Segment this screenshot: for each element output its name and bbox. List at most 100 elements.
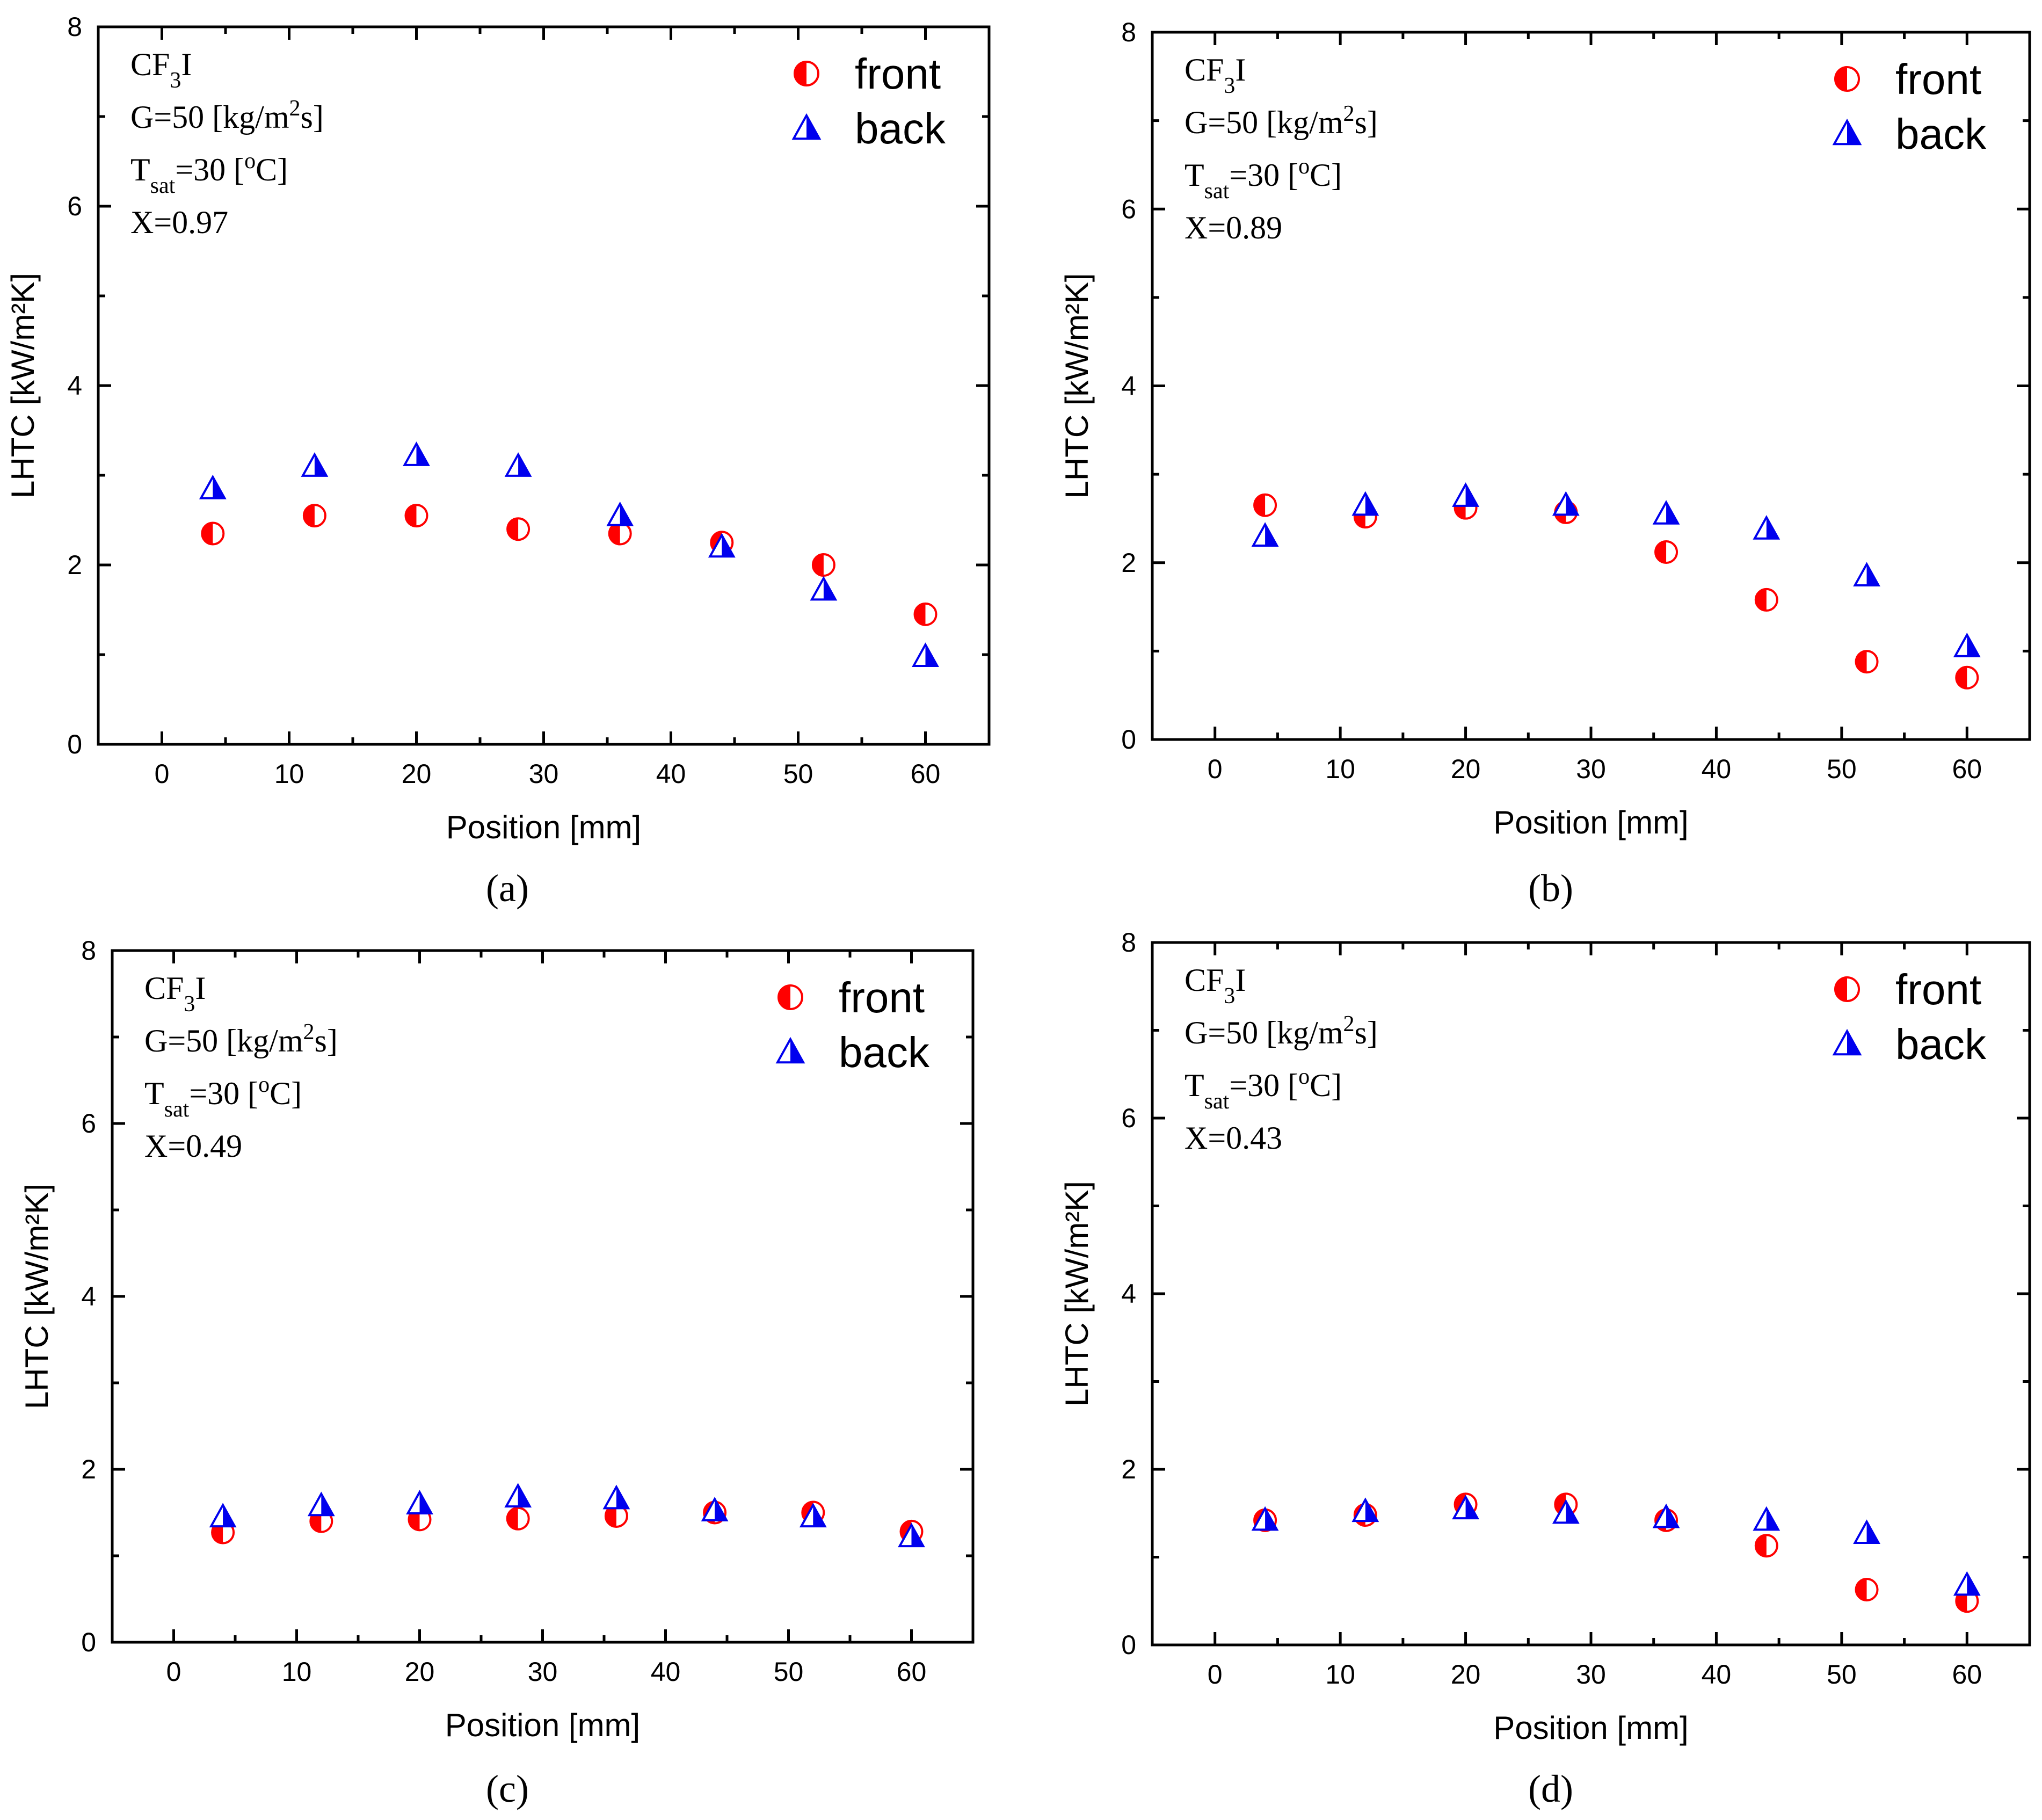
x-tick-label: 50 [1827, 754, 1857, 784]
y-tick-label: 6 [67, 191, 82, 221]
data-point-back [1953, 633, 1981, 657]
x-axis-label: Position [mm] [1493, 1710, 1688, 1746]
data-point-back [301, 452, 329, 477]
annotation-fluid: CF3I [130, 47, 192, 93]
y-tick-label: 4 [1121, 1279, 1136, 1309]
y-tick-label: 4 [81, 1281, 96, 1311]
x-tick-label: 20 [405, 1657, 435, 1687]
x-axis-label: Position [mm] [1493, 804, 1688, 840]
data-point-front [302, 504, 326, 528]
annotation-quality: X=0.89 [1184, 210, 1282, 245]
legend-label-front: front [1895, 55, 1981, 103]
legend-marker-front [794, 61, 819, 86]
annotation-fluid: CF3I [1184, 962, 1246, 1009]
legend-marker-back [1832, 118, 1862, 146]
legend-marker-back [775, 1036, 805, 1064]
data-point-back [1753, 515, 1781, 540]
x-tick-label: 10 [274, 759, 304, 789]
y-axis-label: LHTC [kW/m²K] [19, 1184, 55, 1409]
legend-marker-front [1834, 976, 1860, 1002]
data-point-front [506, 1506, 530, 1531]
data-point-back [708, 533, 736, 558]
x-tick-label: 30 [529, 759, 559, 789]
data-point-back [1251, 1506, 1279, 1531]
y-tick-label: 2 [81, 1454, 96, 1484]
x-tick-label: 30 [528, 1657, 558, 1687]
x-tick-label: 40 [651, 1657, 681, 1687]
annotation-mass-flux: G=50 [kg/m2s] [144, 1020, 338, 1058]
x-tick-label: 60 [911, 759, 941, 789]
y-tick-label: 0 [67, 729, 82, 759]
x-tick-label: 20 [402, 759, 432, 789]
data-point-back [307, 1491, 335, 1517]
legend-label-front: front [839, 974, 925, 1021]
x-tick-label: 50 [774, 1657, 804, 1687]
data-point-front [604, 1504, 628, 1528]
annotation-mass-flux: G=50 [kg/m2s] [1184, 101, 1378, 140]
data-point-back [810, 576, 838, 601]
data-point-front [913, 602, 938, 626]
legend-label-front: front [855, 50, 941, 98]
data-point-back [1953, 1571, 1981, 1596]
data-point-back [209, 1503, 237, 1528]
x-tick-label: 50 [1827, 1659, 1857, 1690]
data-point-back [406, 1490, 433, 1514]
y-tick-label: 6 [1121, 1103, 1136, 1133]
data-point-back [1552, 491, 1580, 516]
annotation-fluid: CF3I [1184, 52, 1246, 98]
data-point-front [1855, 650, 1879, 674]
x-tick-label: 20 [1451, 1659, 1481, 1690]
annotation-tsat: Tsat=30 [oC] [1184, 154, 1342, 204]
x-tick-label: 0 [155, 759, 170, 789]
legend-label-back: back [839, 1028, 930, 1076]
data-point-front [1754, 1534, 1778, 1558]
data-point-back [403, 441, 430, 466]
legend-label-front: front [1895, 966, 1981, 1013]
x-tick-label: 50 [783, 759, 813, 789]
x-tick-label: 10 [282, 1657, 312, 1687]
data-point-back [1652, 1503, 1680, 1528]
x-tick-label: 40 [1702, 1659, 1732, 1690]
y-tick-label: 8 [1121, 927, 1136, 958]
panel-b: 0 10 20 30 40 50 60 0 2 4 6 8 Position [mm] LHTC [kW/… [1059, 17, 2031, 840]
data-point-front [811, 553, 835, 577]
y-tick-label: 2 [67, 550, 82, 580]
x-tick-label: 0 [1208, 754, 1223, 784]
y-tick-label: 8 [67, 12, 82, 42]
y-tick-label: 2 [1121, 1454, 1136, 1484]
x-tick-label: 10 [1325, 1659, 1355, 1690]
legend-marker-front [1834, 66, 1860, 92]
data-point-back [1251, 522, 1279, 547]
data-point-front [1253, 493, 1277, 517]
data-point-front [1855, 1577, 1879, 1601]
data-point-front [1654, 540, 1678, 564]
panel-c: 0 10 20 30 40 50 60 0 2 4 6 8 Position [mm] LHTC [kW/… [19, 936, 975, 1743]
panel-label: (c) [486, 1767, 529, 1810]
legend-marker-front [777, 984, 803, 1010]
data-point-back [606, 502, 634, 526]
x-tick-label: 60 [897, 1657, 927, 1687]
annotation-tsat: Tsat=30 [oC] [1184, 1064, 1342, 1114]
data-point-back [199, 474, 227, 499]
x-tick-label: 30 [1576, 754, 1606, 784]
x-axis-label: Position [mm] [446, 809, 641, 845]
data-point-back [1853, 1519, 1880, 1544]
x-tick-label: 20 [1451, 754, 1481, 784]
data-point-back [1753, 1506, 1781, 1531]
legend-label-back: back [1895, 1020, 1987, 1068]
data-point-front [404, 504, 428, 528]
y-tick-label: 8 [1121, 17, 1136, 47]
data-point-back [1853, 562, 1880, 587]
annotation-tsat: Tsat=30 [oC] [130, 149, 288, 198]
panel-label: (d) [1528, 1767, 1573, 1810]
annotation-quality: X=0.43 [1184, 1120, 1282, 1156]
legend-label-back: back [855, 105, 946, 153]
data-point-back [701, 1497, 729, 1521]
data-point-back [1351, 491, 1379, 516]
y-tick-label: 8 [81, 936, 96, 966]
annotation-quality: X=0.49 [144, 1128, 242, 1164]
data-point-front [201, 521, 225, 546]
panel-a: 0 10 20 30 40 50 60 0 2 4 6 8 Position [mm] LHTC [kW/… [5, 12, 991, 845]
y-axis-label: LHTC [kW/m²K] [1059, 1181, 1095, 1406]
